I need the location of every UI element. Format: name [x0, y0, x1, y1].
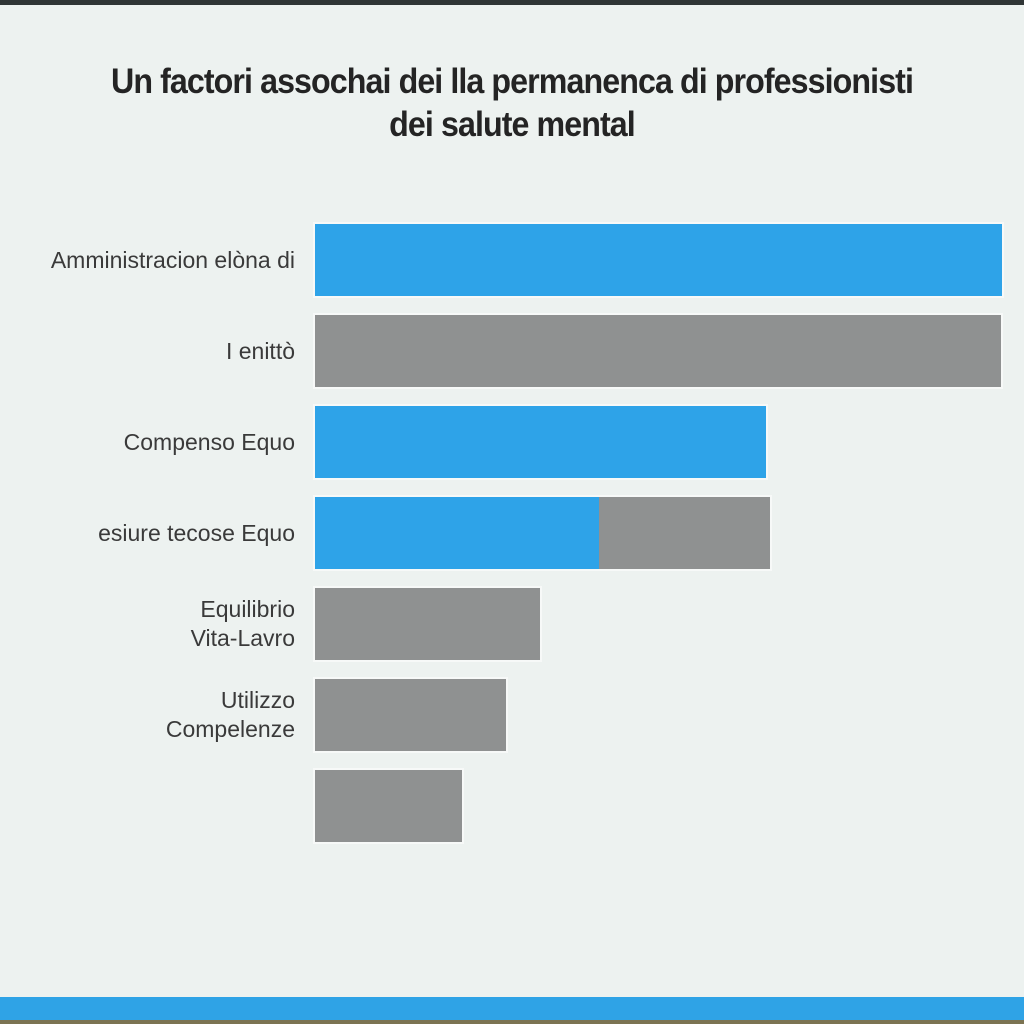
bar-track: [315, 224, 1002, 296]
page-title-line-2: dei salute mental: [389, 105, 636, 144]
bar-stack: [315, 315, 1001, 387]
bar-stack: [315, 224, 1002, 296]
page-title-line-1: Un factori assochai dei lla permanenca d…: [110, 62, 914, 101]
bar-track: [315, 315, 1002, 387]
bar-track: [315, 679, 1002, 751]
bottom-edge-line: [0, 1020, 1024, 1024]
bar-chart-rows: Amministracion elòna di I enittò Compens…: [0, 224, 1002, 861]
bar-label-line: Compenso Equo: [123, 428, 295, 455]
bottom-accent-bar: [0, 997, 1024, 1020]
bar-segment: [315, 224, 1002, 296]
bar-stack: [315, 406, 766, 478]
bar-label: I enittò: [0, 337, 315, 366]
bar-track: [315, 497, 1002, 569]
page-title: Un factori assochai dei lla permanenca d…: [41, 60, 983, 146]
bar-row: Equilibrio Vita-Lavro: [0, 588, 1002, 660]
bar-segment: [315, 679, 506, 751]
bar-segment: [315, 497, 599, 569]
bar-segment: [315, 406, 766, 478]
bar-stack: [315, 588, 541, 660]
bar-row: [0, 770, 1002, 842]
bar-row: I enittò: [0, 315, 1002, 387]
bar-track: [315, 770, 1002, 842]
bar-segment: [315, 588, 541, 660]
bar-row: Utilizzo Compelenze: [0, 679, 1002, 751]
bar-stack: [315, 770, 463, 842]
bar-row: Compenso Equo: [0, 406, 1002, 478]
bar-label: Compenso Equo: [0, 428, 315, 457]
bar-row: esiure tecose Equo: [0, 497, 1002, 569]
bar-track: [315, 406, 1002, 478]
bar-segment: [598, 497, 771, 569]
bar-label-line: esiure tecose Equo: [98, 519, 295, 546]
bar-label-line: Vita-Lavro: [190, 625, 295, 651]
bar-label-line: I enittò: [225, 337, 295, 364]
bar-stack: [315, 679, 506, 751]
bar-track: [315, 588, 1002, 660]
bar-segment: [315, 315, 1001, 387]
bar-label: esiure tecose Equo: [0, 519, 315, 548]
bar-label-line: Compelenze: [165, 716, 295, 742]
bar-label: Amministracion elòna di: [0, 246, 315, 275]
bar-label-line: Equilibrio: [200, 596, 295, 622]
bar-row: Amministracion elòna di: [0, 224, 1002, 296]
bar-label: Utilizzo Compelenze: [0, 686, 315, 744]
top-accent-bar: [0, 0, 1024, 5]
bar-label-line: Utilizzo: [220, 687, 295, 713]
bar-label: Equilibrio Vita-Lavro: [0, 595, 315, 653]
bar-segment: [315, 770, 463, 842]
bar-label-line: Amministracion elòna di: [50, 246, 295, 273]
bar-stack: [315, 497, 771, 569]
